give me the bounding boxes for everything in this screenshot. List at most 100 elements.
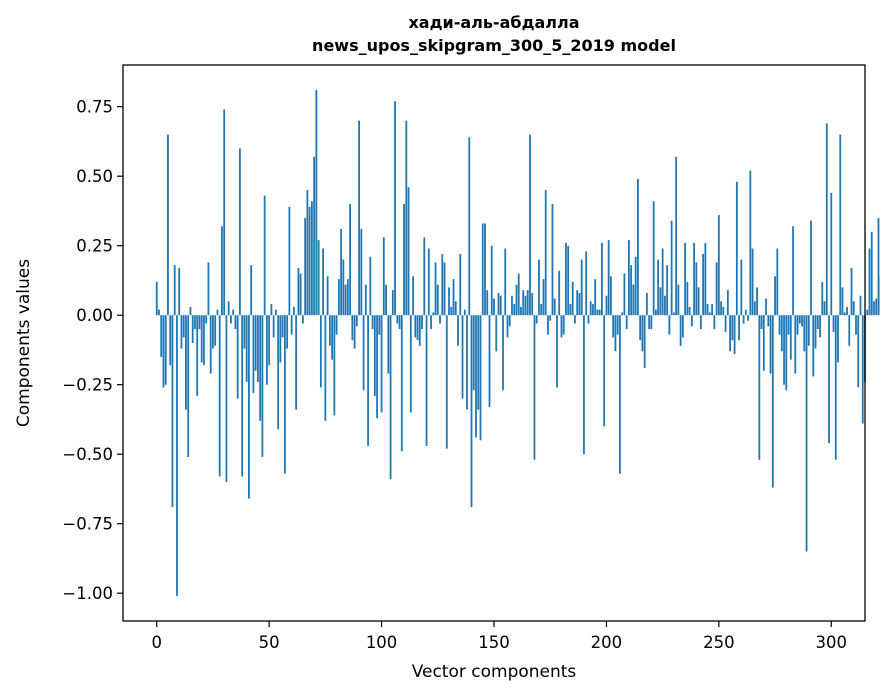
bar-249: [715, 262, 718, 316]
bar-225: [661, 248, 664, 316]
bar-94: [367, 315, 369, 446]
y-tick-label: 0.25: [76, 237, 113, 256]
bar-265: [751, 248, 754, 316]
bar-149: [490, 245, 493, 316]
bar-195: [594, 279, 597, 316]
bar-57: [283, 315, 286, 474]
bar-106: [394, 101, 396, 316]
bar-209: [625, 315, 628, 330]
bar-59: [288, 206, 291, 316]
bar-137: [463, 309, 466, 316]
bar-169: [535, 315, 538, 324]
bar-64: [299, 273, 302, 316]
bar-272: [767, 315, 770, 327]
bar-151: [495, 315, 498, 352]
bar-49: [266, 315, 268, 385]
bar-261: [742, 315, 745, 324]
bar-211: [630, 265, 633, 316]
bar-267: [756, 287, 758, 316]
bar-103: [387, 315, 390, 374]
bar-293: [814, 315, 817, 349]
bar-36: [236, 315, 239, 399]
bar-74: [322, 248, 325, 316]
bar-309: [850, 267, 853, 316]
bar-20: [200, 315, 203, 363]
bar-15: [189, 306, 192, 316]
bar-159: [513, 304, 516, 316]
bar-165: [526, 290, 529, 316]
bar-262: [744, 309, 747, 316]
bar-290: [807, 315, 810, 346]
bar-271: [765, 298, 767, 316]
bar-216: [641, 315, 644, 352]
bar-139: [468, 137, 471, 316]
bar-123: [432, 312, 435, 316]
bar-205: [616, 315, 619, 335]
bar-90: [358, 120, 360, 316]
bar-101: [382, 237, 385, 316]
bar-141: [472, 315, 475, 391]
bar-207: [621, 312, 624, 316]
bar-78: [331, 315, 334, 360]
bar-38: [241, 315, 244, 477]
bar-282: [789, 315, 792, 360]
bar-68: [308, 206, 311, 316]
x-tick-label: 150: [478, 633, 510, 652]
bar-321: [877, 217, 880, 316]
bar-113: [409, 315, 412, 413]
bar-51: [270, 304, 273, 316]
bar-11: [180, 315, 183, 349]
bar-163: [522, 290, 525, 316]
bar-224: [659, 287, 662, 316]
bar-184: [569, 304, 572, 316]
bar-307: [846, 306, 848, 316]
bar-135: [459, 254, 462, 316]
bar-276: [776, 248, 779, 316]
bar-108: [398, 315, 401, 330]
bar-173: [544, 190, 547, 316]
bar-304: [839, 134, 842, 316]
bar-50: [268, 315, 271, 366]
bar-70: [313, 156, 316, 316]
bar-110: [403, 204, 405, 316]
bar-246: [708, 312, 711, 316]
bar-79: [333, 315, 336, 416]
bar-80: [335, 315, 338, 335]
bar-35: [234, 315, 237, 330]
bar-72: [317, 240, 320, 316]
bar-202: [610, 276, 612, 316]
bar-86: [349, 204, 351, 316]
bar-62: [295, 315, 298, 410]
bar-6: [169, 315, 172, 366]
bar-48: [263, 195, 266, 316]
bar-226: [663, 295, 666, 316]
bar-295: [819, 315, 821, 338]
bar-96: [371, 315, 374, 330]
bar-194: [592, 304, 594, 316]
bar-170: [538, 259, 540, 316]
bar-55: [279, 315, 282, 363]
bar-200: [605, 295, 608, 316]
bar-214: [637, 178, 639, 316]
bar-248: [713, 315, 716, 330]
bar-285: [796, 315, 799, 335]
bar-54: [277, 315, 280, 430]
bar-1: [158, 309, 160, 316]
bar-182: [565, 242, 567, 316]
bar-95: [369, 256, 372, 316]
bar-228: [668, 315, 671, 335]
bar-126: [439, 315, 441, 324]
bar-242: [699, 315, 702, 330]
bar-279: [783, 315, 785, 385]
bar-118: [421, 315, 423, 330]
bar-299: [828, 315, 830, 444]
bar-237: [688, 306, 691, 316]
bar-206: [619, 315, 621, 474]
bar-81: [337, 279, 340, 316]
bar-83: [342, 259, 345, 316]
bar-175: [549, 315, 552, 321]
bar-247: [711, 304, 714, 316]
bar-177: [553, 298, 556, 316]
bar-87: [351, 315, 354, 341]
